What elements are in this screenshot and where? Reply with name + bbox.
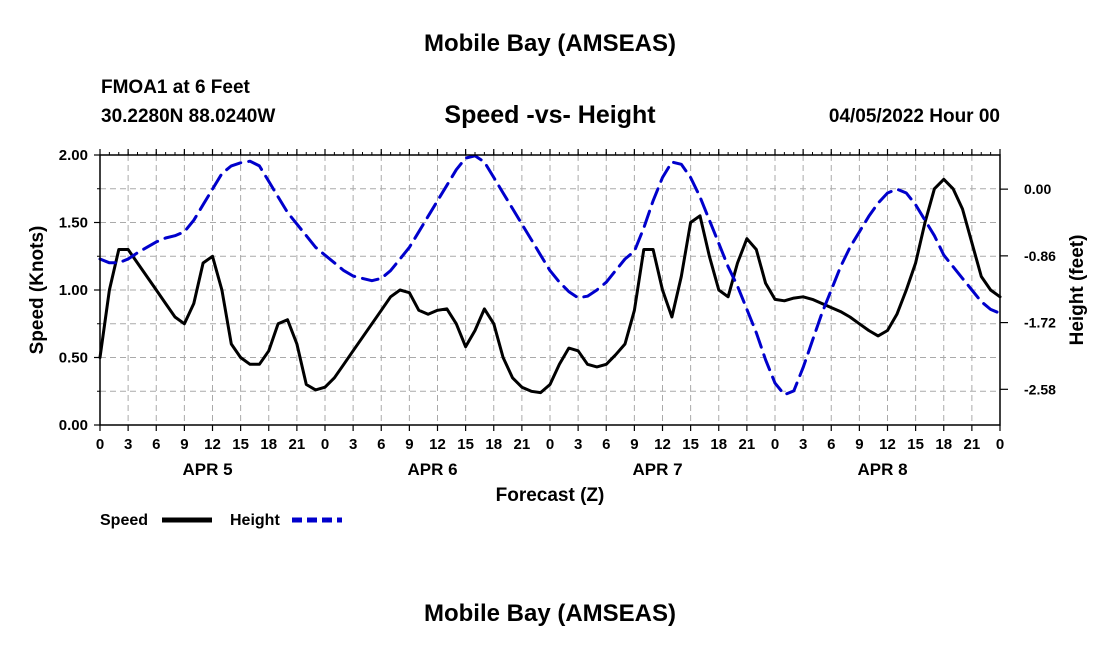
x-tick-label: 9 [405,436,413,453]
x-tick-label: 18 [260,436,277,453]
x-tick-label: 0 [771,436,779,453]
x-tick-label: 6 [152,436,160,453]
x-tick-label: 0 [546,436,554,453]
legend-label-height: Height [230,512,280,529]
x-tick-label: 15 [457,436,474,453]
x-tick-label: 12 [879,436,896,453]
x-tick-label: 15 [907,436,924,453]
y-left-tick-label: 0.00 [59,417,88,434]
forecast-datetime: 04/05/2022 Hour 00 [828,106,1000,127]
y-left-tick-label: 0.50 [59,350,88,367]
x-axis-label: Forecast (Z) [496,485,605,506]
legend: Speed Height [100,512,342,529]
y-left-tick-label: 1.00 [59,282,88,299]
station-coordinates: 30.2280N 88.0240W [101,106,276,127]
y-right-tick-label: -2.58 [1024,381,1056,397]
x-tick-label: 3 [574,436,582,453]
x-tick-label: 6 [377,436,385,453]
series-layer [98,154,1002,397]
chart-subtitle: Speed -vs- Height [444,101,656,129]
x-tick-label: 21 [514,436,531,453]
x-tick-label: 21 [289,436,306,453]
y-right-tick-label: -0.86 [1024,248,1056,264]
page-title: Mobile Bay (AMSEAS) [423,30,677,57]
day-label: APR 5 [182,460,232,479]
x-tick-label: 0 [96,436,104,453]
y-left-axis-label: Speed (Knots) [27,226,48,355]
y-right-axis-label: Height (feet) [1067,235,1088,346]
x-tick-label: 18 [485,436,502,453]
axes: 0 3 6 9 12 15 18 21 0 3 6 9 12 15 18 21 0 3 6 9 12 15 18 21 0 3 6 9… [27,147,1088,506]
x-tick-label: 3 [124,436,132,453]
x-tick-label: 15 [232,436,249,453]
x-tick-label: 0 [321,436,329,453]
series-line-height [98,154,1002,397]
x-tick-label: 21 [739,436,756,453]
x-tick-label: 21 [964,436,981,453]
x-tick-label: 6 [827,436,835,453]
x-tick-label: 15 [682,436,699,453]
x-tick-label: 12 [429,436,446,453]
series-line-speed [98,177,1002,395]
y-right-tick-label: -1.72 [1024,315,1056,331]
day-label: APR 7 [632,460,682,479]
y-right-tick-label: 0.00 [1024,181,1051,197]
x-tick-label: 3 [799,436,807,453]
x-tick-label: 12 [654,436,671,453]
day-label: APR 6 [407,460,457,479]
y-left-tick-label: 1.50 [59,215,88,232]
x-tick-label: 12 [204,436,221,453]
x-tick-label: 18 [935,436,952,453]
x-tick-label: 6 [602,436,610,453]
day-label: APR 8 [857,460,907,479]
x-tick-label: 9 [630,436,638,453]
x-tick-label: 9 [855,436,863,453]
legend-label-speed: Speed [100,512,148,529]
x-tick-label: 18 [710,436,727,453]
x-tick-label: 3 [349,436,357,453]
station-name: FMOA1 at 6 Feet [101,77,250,98]
y-left-tick-label: 2.00 [59,147,88,164]
bottom-title: Mobile Bay (AMSEAS) [423,600,677,627]
x-tick-label: 9 [180,436,188,453]
x-tick-label: 0 [996,436,1004,453]
